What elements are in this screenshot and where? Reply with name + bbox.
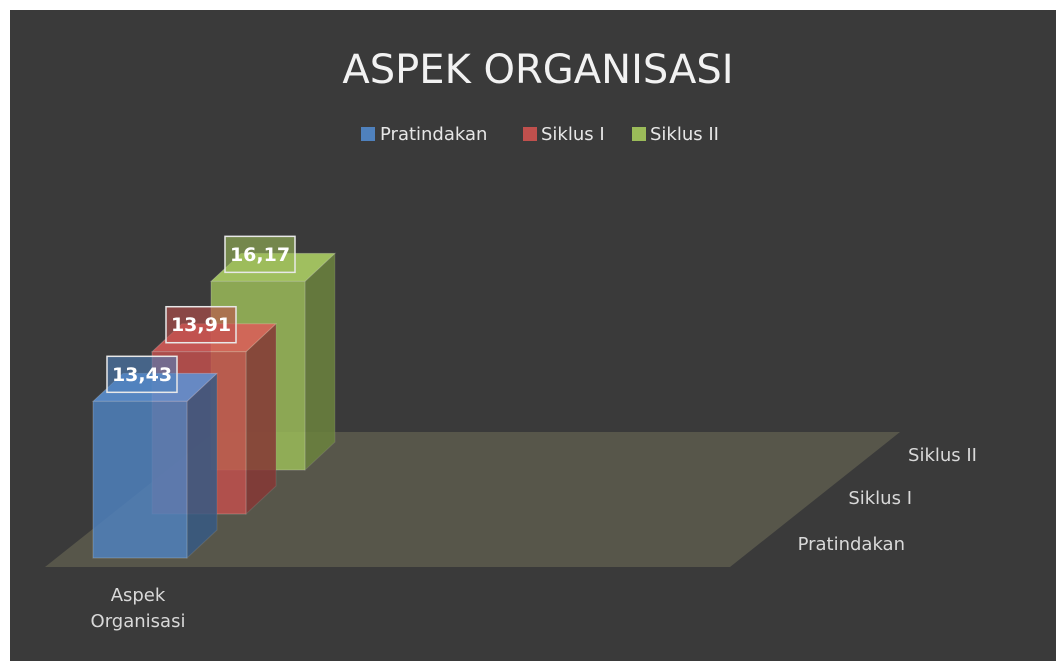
data-label-box (165, 305, 237, 344)
chart-title: ASPEK ORGANISASI (342, 47, 733, 93)
bar-side (186, 372, 218, 560)
depth-axis-label: Siklus II (908, 445, 977, 466)
category-label: Aspek Organisasi (90, 585, 186, 632)
legend-swatch (523, 127, 537, 141)
bar-side (245, 322, 277, 516)
bar (91, 372, 219, 560)
legend-swatch (361, 127, 375, 141)
data-label-box (106, 355, 178, 394)
legend-label: Siklus II (650, 124, 719, 145)
bar-front (92, 400, 188, 559)
legend-label: Pratindakan (380, 124, 487, 145)
depth-axis-label: Siklus I (848, 488, 912, 509)
data-label: 13,43 (112, 364, 172, 386)
depth-axis-label: Pratindakan (798, 534, 905, 555)
data-label: 13,91 (171, 314, 231, 336)
data-label-box (224, 235, 296, 274)
legend-label: Siklus I (541, 124, 605, 145)
legend-swatch (632, 127, 646, 141)
bar-side (304, 252, 336, 472)
data-label: 16,17 (230, 244, 290, 266)
